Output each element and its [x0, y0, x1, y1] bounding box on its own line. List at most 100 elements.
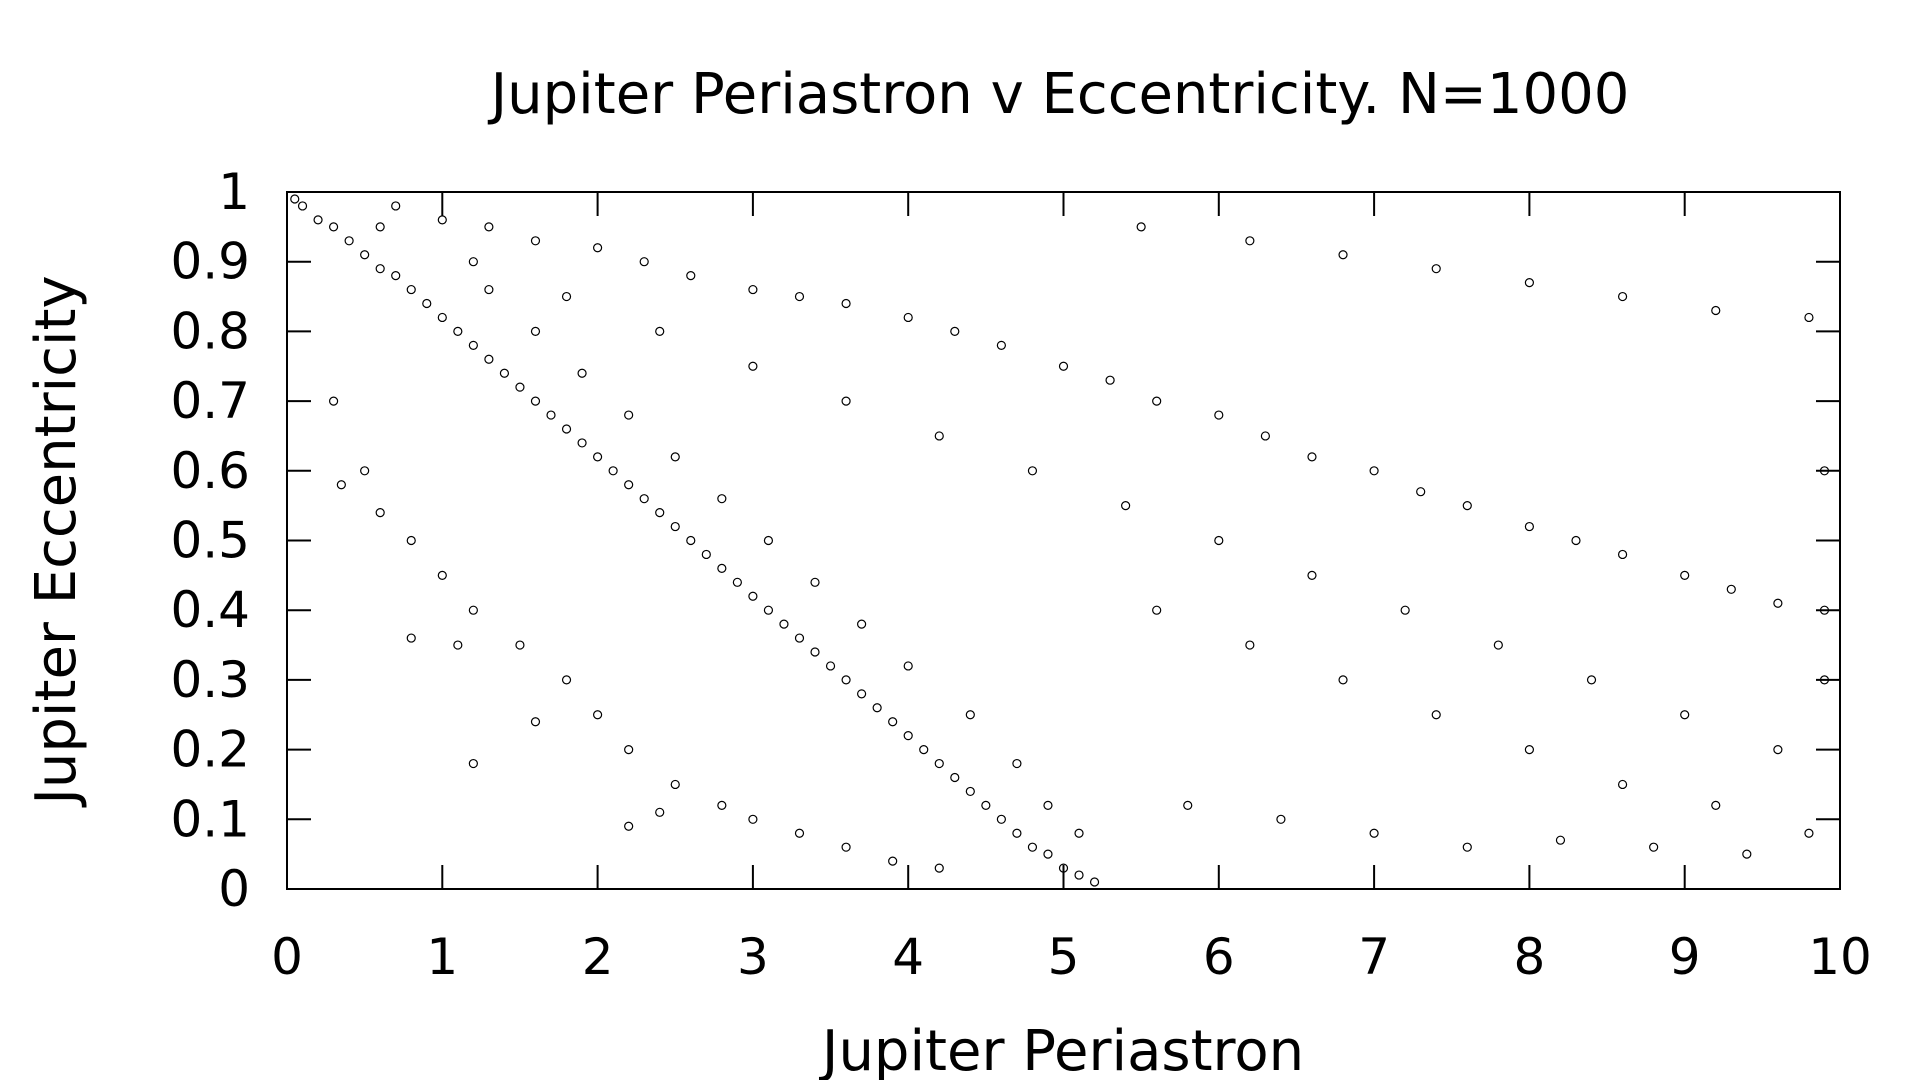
data-point: [1524, 521, 1535, 532]
data-point: [670, 521, 680, 532]
chart-title: Jupiter Periastron v Eccentricity. N=100…: [488, 62, 1630, 127]
data-point: [1183, 800, 1193, 810]
data-point: [1742, 849, 1752, 859]
data-point: [1400, 605, 1410, 615]
data-point: [515, 382, 525, 392]
data-point: [701, 549, 711, 560]
data-point: [1214, 410, 1224, 420]
data-point: [841, 396, 851, 406]
x-tick-label: 0: [271, 928, 303, 986]
data-point: [608, 466, 618, 476]
data-point: [655, 326, 665, 336]
data-point: [748, 591, 758, 601]
data-point: [468, 605, 478, 615]
data-point: [375, 264, 385, 274]
data-point: [888, 856, 898, 866]
data-point: [1773, 744, 1783, 755]
data-point: [825, 661, 836, 671]
data-point: [592, 452, 603, 462]
data-point: [732, 577, 742, 587]
data-point: [297, 201, 308, 211]
data-point: [841, 298, 851, 309]
data-point: [717, 494, 727, 504]
data-point: [1012, 758, 1022, 769]
data-point: [1711, 800, 1721, 810]
x-axis-label: Jupiter Periastron: [819, 1019, 1304, 1080]
data-point: [1027, 842, 1038, 852]
data-point: [1152, 605, 1162, 615]
data-point: [375, 222, 385, 232]
data-point: [981, 800, 991, 810]
data-point: [763, 535, 774, 546]
data-point: [313, 215, 323, 225]
data-point: [794, 291, 805, 302]
data-point: [1214, 535, 1224, 546]
data-point: [453, 640, 463, 650]
data-point: [1431, 710, 1441, 720]
x-tick-label: 10: [1808, 928, 1872, 986]
data-point: [1105, 375, 1115, 385]
data-point: [592, 243, 603, 253]
data-point: [934, 431, 944, 441]
data-point: [328, 222, 339, 232]
data-point: [1804, 312, 1814, 323]
data-point: [639, 257, 649, 267]
data-point: [1027, 466, 1038, 476]
data-point: [1524, 278, 1535, 288]
data-point: [1338, 675, 1348, 685]
data-point: [375, 508, 385, 518]
x-tick-label: 9: [1669, 928, 1701, 986]
data-point: [763, 605, 774, 615]
data-point: [717, 800, 727, 810]
y-tick-label: 0.5: [170, 512, 250, 570]
data-point: [468, 257, 478, 267]
data-point: [919, 744, 929, 755]
data-point: [561, 291, 572, 302]
data-point: [1431, 264, 1441, 274]
data-point: [888, 717, 898, 727]
data-point: [1012, 828, 1022, 838]
data-point: [624, 410, 634, 420]
x-tick-label: 6: [1203, 928, 1235, 986]
y-tick-label: 1: [218, 163, 250, 221]
x-tick-label: 7: [1358, 928, 1390, 986]
data-point: [530, 326, 541, 336]
data-point: [530, 236, 541, 246]
y-tick-label: 0.6: [170, 442, 250, 500]
data-point: [903, 312, 913, 323]
data-point: [841, 675, 851, 685]
data-point: [1089, 877, 1100, 887]
x-tick-label: 3: [737, 928, 769, 986]
data-point: [1726, 584, 1736, 594]
data-point: [561, 675, 572, 685]
data-point: [1136, 222, 1146, 232]
data-point: [406, 633, 416, 643]
data-point: [872, 703, 882, 713]
data-point: [670, 779, 680, 790]
data-point: [1617, 549, 1628, 560]
data-point: [1074, 870, 1084, 880]
data-point: [406, 284, 416, 295]
data-point: [1121, 501, 1131, 511]
data-point: [515, 640, 525, 650]
data-point: [290, 194, 300, 204]
data-point: [1307, 570, 1317, 580]
data-point: [1074, 828, 1084, 838]
data-point: [717, 563, 727, 573]
data-point: [577, 368, 587, 378]
data-point: [794, 828, 805, 838]
data-point: [857, 619, 867, 629]
data-point: [1586, 675, 1597, 685]
data-point: [950, 772, 960, 783]
data-point: [530, 717, 541, 727]
data-point: [592, 710, 603, 720]
data-point: [748, 361, 758, 371]
data-point: [1043, 849, 1053, 859]
data-point: [360, 250, 370, 260]
data-point: [1307, 452, 1317, 462]
data-point: [655, 807, 665, 817]
data-point: [794, 633, 805, 643]
data-point: [391, 201, 401, 211]
data-point: [857, 689, 867, 699]
data-point: [1680, 710, 1690, 720]
